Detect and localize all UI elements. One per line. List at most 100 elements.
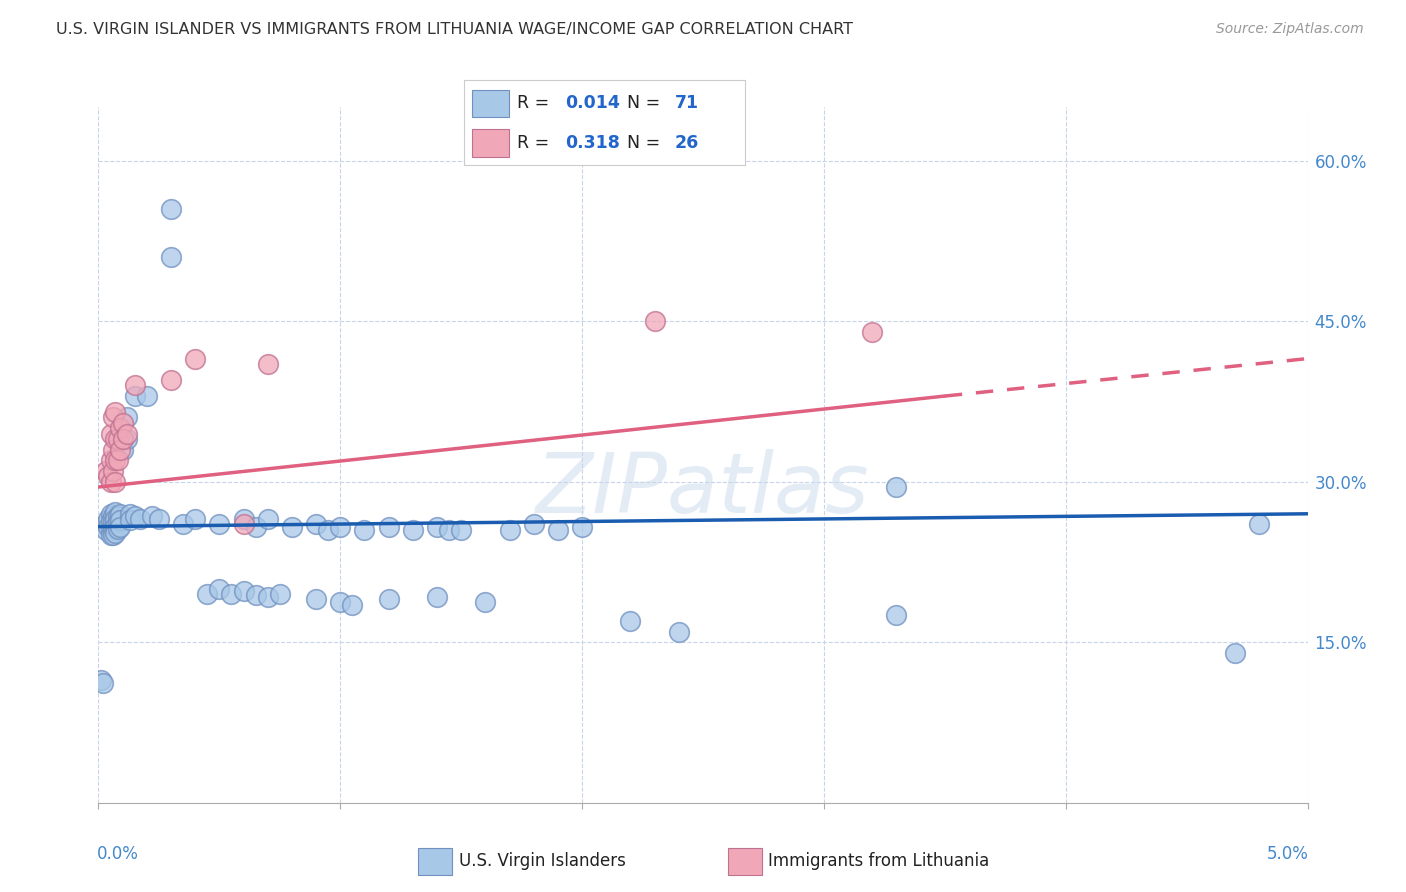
Point [269,587,291,601]
Point [101,442,124,457]
Point [108,421,131,435]
Point [108,519,131,533]
Point [108,442,131,457]
Text: N =: N = [627,95,666,112]
Point [100,507,122,521]
Point [124,378,146,392]
Point [100,426,122,441]
Point [107,453,129,467]
Point [101,528,124,542]
Point [94,464,117,478]
Point [402,523,425,537]
Point [101,522,124,536]
Point [305,517,328,532]
Point [172,517,194,532]
Point [104,432,127,446]
Point [94,523,117,537]
Point [160,202,183,216]
Point [118,507,141,521]
Point [101,464,124,478]
Point [619,614,641,628]
Point [886,608,908,623]
Point [91,676,114,690]
Point [547,523,569,537]
Text: 26: 26 [675,134,699,152]
Point [860,325,883,339]
Point [316,523,339,537]
Text: 0.0%: 0.0% [97,845,139,863]
Point [128,512,150,526]
Point [118,513,141,527]
Point [329,519,352,533]
Text: 0.014: 0.014 [565,95,620,112]
Point [117,432,139,446]
Point [141,508,163,523]
Point [886,480,908,494]
Point [104,512,127,526]
Text: 71: 71 [675,95,699,112]
Text: 0.318: 0.318 [565,134,620,152]
Point [111,432,134,446]
Point [111,442,134,457]
Point [644,314,666,328]
Point [94,517,117,532]
Point [100,522,122,536]
Point [101,516,124,530]
Point [160,250,183,264]
Point [97,469,120,483]
FancyBboxPatch shape [472,89,509,117]
Point [101,410,124,425]
Point [111,416,134,430]
Point [256,512,278,526]
Point [256,591,278,605]
Point [117,410,139,425]
Text: Source: ZipAtlas.com: Source: ZipAtlas.com [1216,22,1364,37]
Point [107,522,129,536]
Text: R =: R = [517,134,555,152]
Point [571,519,593,533]
Text: ZIPatlas: ZIPatlas [536,450,870,530]
Point [232,517,254,532]
Point [104,519,127,533]
Point [353,523,375,537]
FancyBboxPatch shape [472,129,509,157]
Text: U.S. VIRGIN ISLANDER VS IMMIGRANTS FROM LITHUANIA WAGE/INCOME GAP CORRELATION CH: U.S. VIRGIN ISLANDER VS IMMIGRANTS FROM … [56,22,853,37]
Point [107,508,129,523]
Point [107,432,129,446]
Point [124,508,146,523]
Point [148,512,170,526]
Point [100,514,122,528]
Text: Immigrants from Lithuania: Immigrants from Lithuania [768,852,990,870]
Text: N =: N = [627,134,666,152]
Point [377,592,399,607]
Point [135,389,157,403]
Point [474,594,496,608]
Point [305,592,328,607]
Point [1223,646,1246,660]
Point [377,519,399,533]
Text: U.S. Virgin Islanders: U.S. Virgin Islanders [458,852,626,870]
Point [208,517,231,532]
Text: 5.0%: 5.0% [1267,845,1309,863]
Point [498,523,520,537]
Point [437,523,460,537]
Point [232,512,254,526]
Point [281,519,304,533]
Point [450,523,472,537]
Point [100,528,122,542]
Point [104,475,127,489]
Point [426,519,449,533]
Point [256,357,278,371]
Point [426,591,449,605]
Point [245,588,267,602]
Point [107,516,129,530]
Point [245,519,267,533]
Point [184,512,207,526]
Point [104,505,127,519]
Point [108,507,131,521]
Point [221,587,243,601]
Point [184,351,207,366]
Point [124,389,146,403]
Point [160,373,183,387]
Point [100,453,122,467]
